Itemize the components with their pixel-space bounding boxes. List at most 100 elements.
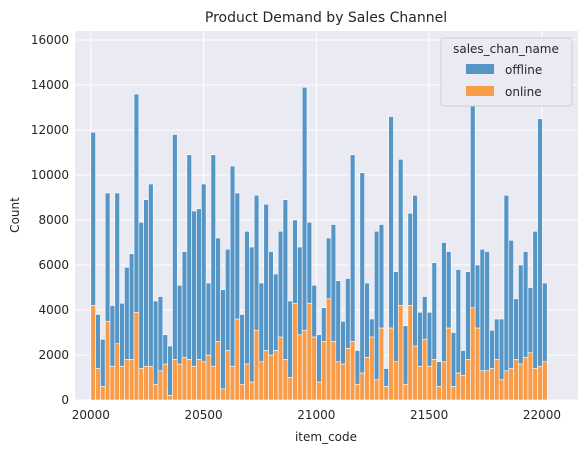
bar-online <box>450 386 457 401</box>
y-axis-label: Count <box>8 197 22 233</box>
legend-title: sales_chan_name <box>453 42 559 56</box>
bar-online <box>354 383 361 401</box>
bar-online <box>513 359 519 401</box>
bar-online <box>321 341 327 401</box>
bar-online <box>124 359 130 401</box>
bar-offline <box>90 131 96 306</box>
bar-offline <box>345 278 351 349</box>
bar-offline <box>244 230 250 365</box>
bar-offline <box>446 251 452 329</box>
bar-online <box>325 298 332 401</box>
bar-online <box>90 305 96 401</box>
bar-online <box>244 363 250 401</box>
bar-online <box>359 372 365 401</box>
bar-offline <box>191 210 197 367</box>
bar-online <box>431 359 438 401</box>
y-tick-label: 12000 <box>31 123 69 137</box>
bar-online <box>277 336 284 401</box>
y-tick-label: 8000 <box>38 213 69 227</box>
bar-offline <box>297 246 303 336</box>
bar-offline <box>407 212 413 306</box>
bar-offline <box>249 246 255 383</box>
bar-offline <box>128 253 135 360</box>
bar-online <box>119 365 125 401</box>
bar-offline <box>518 264 524 365</box>
bar-offline <box>253 194 260 331</box>
bar-online <box>292 302 298 401</box>
bar-online <box>345 347 351 401</box>
x-tick-label: 21500 <box>410 408 448 422</box>
bar-offline <box>301 86 308 331</box>
bar-online <box>407 305 413 401</box>
bar-offline <box>508 239 514 369</box>
y-tick-label: 16000 <box>31 33 69 47</box>
y-tick-label: 2000 <box>38 348 69 362</box>
bar-online <box>282 359 289 401</box>
bar-online <box>234 318 241 401</box>
bar-online <box>532 368 538 401</box>
bar-online <box>263 350 269 401</box>
bar-online <box>417 365 423 401</box>
bar-offline <box>277 230 284 338</box>
bar-offline <box>436 361 442 387</box>
bar-offline <box>287 300 293 378</box>
bar-online <box>436 386 442 401</box>
bar-offline <box>441 242 447 363</box>
bar-offline <box>263 203 269 351</box>
bar-offline <box>311 284 317 338</box>
bar-offline <box>292 219 298 304</box>
bar-offline <box>100 338 106 387</box>
bar-offline <box>133 93 140 313</box>
y-tick-label: 6000 <box>38 258 69 272</box>
bar-offline <box>489 329 495 369</box>
bar-offline <box>210 154 217 367</box>
bar-online <box>297 334 303 401</box>
bar-offline <box>234 192 241 320</box>
bar-offline <box>268 251 274 356</box>
bar-offline <box>431 262 438 360</box>
bar-offline <box>479 248 486 372</box>
bar-offline <box>325 237 332 300</box>
bar-online <box>128 359 135 401</box>
bar-online <box>388 327 394 401</box>
bar-online <box>537 365 543 401</box>
bar-online <box>330 341 337 401</box>
bar-online <box>268 354 274 401</box>
bar-offline <box>455 269 462 374</box>
y-tick-label: 0 <box>61 393 69 407</box>
chart-title: Product Demand by Sales Channel <box>205 10 447 26</box>
bar-offline <box>157 296 164 372</box>
legend-swatch-offline <box>466 64 494 74</box>
bar-online <box>181 356 188 401</box>
bar-online <box>503 370 510 401</box>
bar-online <box>114 343 120 401</box>
bar-offline <box>220 289 226 390</box>
bar-online <box>474 327 481 401</box>
bar-offline <box>522 251 529 358</box>
bar-online <box>421 338 428 401</box>
bar-offline <box>369 318 375 338</box>
bar-online <box>220 388 226 401</box>
bar-online <box>397 305 404 401</box>
bar-online <box>205 354 212 401</box>
bar-offline <box>119 302 125 367</box>
bar-offline <box>494 318 500 360</box>
bar-online <box>484 370 490 401</box>
bar-online <box>498 379 505 401</box>
bar-offline <box>397 158 404 306</box>
bar-offline <box>426 311 433 367</box>
bar-online <box>167 395 173 401</box>
x-tick-label: 22000 <box>523 408 561 422</box>
bar-online <box>306 302 313 401</box>
y-tick-label: 10000 <box>31 168 69 182</box>
bar-online <box>200 361 207 401</box>
bar-online <box>152 383 159 401</box>
bar-offline <box>421 296 428 340</box>
bar-offline <box>393 271 399 363</box>
y-tick-label: 14000 <box>31 78 69 92</box>
bar-online <box>518 363 524 401</box>
bar-online <box>95 368 101 401</box>
bar-offline <box>503 194 510 372</box>
bar-online <box>460 374 466 401</box>
